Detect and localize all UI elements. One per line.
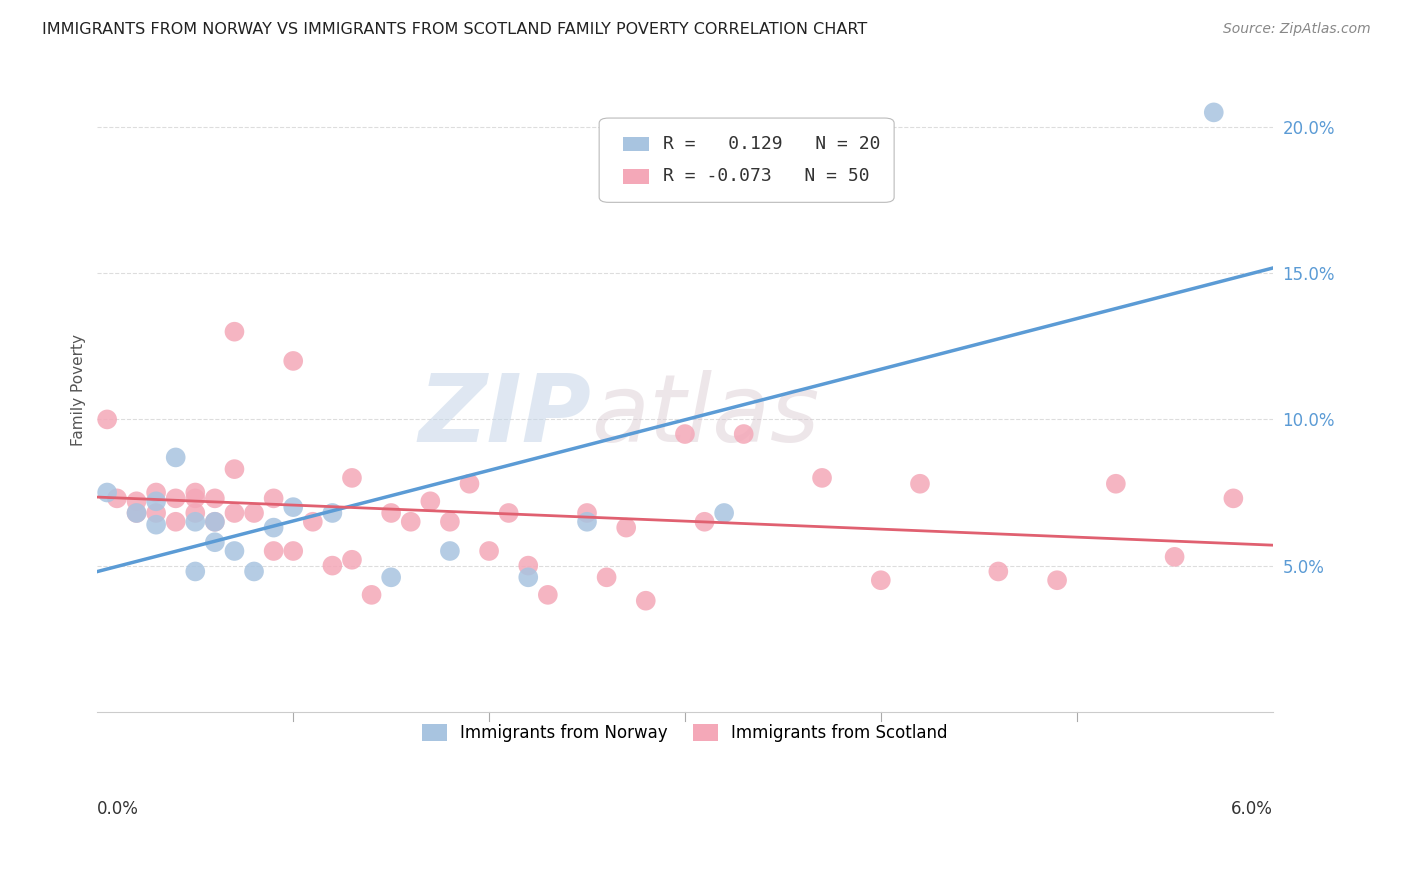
Point (517, 570, 540, 584)
Point (360, 588, 382, 602)
Point (145, 485, 167, 500)
Text: Source: ZipAtlas.com: Source: ZipAtlas.com (1223, 22, 1371, 37)
Point (204, 515, 226, 529)
Point (576, 506, 599, 520)
Point (184, 506, 207, 520)
Point (125, 506, 148, 520)
Point (224, 462, 246, 476)
Point (340, 553, 363, 567)
Text: atlas: atlas (591, 370, 820, 461)
Point (204, 535, 226, 549)
Point (478, 544, 501, 558)
Text: 0.0%: 0.0% (97, 799, 139, 818)
Point (165, 450, 187, 465)
Point (321, 506, 343, 520)
Point (204, 515, 226, 529)
Point (263, 544, 285, 558)
Point (96, 412, 118, 426)
Point (283, 500, 305, 515)
Point (165, 515, 187, 529)
Point (634, 593, 657, 607)
Text: R =   0.129   N = 20: R = 0.129 N = 20 (662, 135, 880, 153)
Text: R = -0.073   N = 50: R = -0.073 N = 50 (662, 168, 869, 186)
Point (1163, 549, 1185, 564)
Point (283, 544, 305, 558)
Point (243, 506, 266, 520)
Point (614, 520, 637, 534)
Point (184, 485, 207, 500)
Point (204, 491, 226, 506)
Point (811, 471, 834, 485)
Point (987, 565, 1010, 579)
Point (733, 427, 755, 442)
Point (576, 515, 599, 529)
Text: ZIP: ZIP (418, 370, 591, 462)
Point (145, 506, 167, 520)
Point (224, 325, 246, 339)
Point (399, 515, 422, 529)
Point (321, 558, 343, 573)
Point (184, 491, 207, 506)
Point (595, 570, 617, 584)
Point (184, 515, 207, 529)
Point (1222, 491, 1244, 506)
FancyBboxPatch shape (623, 169, 648, 184)
Point (184, 565, 207, 579)
Point (1046, 573, 1069, 587)
Legend: Immigrants from Norway, Immigrants from Scotland: Immigrants from Norway, Immigrants from … (415, 717, 955, 748)
Point (340, 471, 363, 485)
Text: IMMIGRANTS FROM NORWAY VS IMMIGRANTS FROM SCOTLAND FAMILY POVERTY CORRELATION CH: IMMIGRANTS FROM NORWAY VS IMMIGRANTS FRO… (42, 22, 868, 37)
FancyBboxPatch shape (623, 136, 648, 151)
Point (96, 485, 118, 500)
Point (458, 476, 481, 491)
Point (243, 565, 266, 579)
Point (224, 506, 246, 520)
Point (165, 491, 187, 506)
Point (145, 494, 167, 508)
FancyBboxPatch shape (599, 118, 894, 202)
Point (380, 570, 402, 584)
Point (439, 515, 461, 529)
Point (105, 491, 128, 506)
Point (125, 494, 148, 508)
Point (673, 427, 696, 442)
Point (713, 506, 735, 520)
Point (693, 515, 716, 529)
Point (537, 588, 560, 602)
Point (498, 506, 520, 520)
Text: 6.0%: 6.0% (1230, 799, 1272, 818)
Y-axis label: Family Poverty: Family Poverty (72, 334, 86, 446)
Point (908, 476, 931, 491)
Point (224, 544, 246, 558)
Point (1202, 105, 1225, 120)
Point (263, 520, 285, 534)
Point (439, 544, 461, 558)
Point (263, 491, 285, 506)
Point (517, 558, 540, 573)
Point (301, 515, 323, 529)
Point (145, 517, 167, 532)
Point (419, 494, 441, 508)
Point (283, 354, 305, 368)
Point (380, 506, 402, 520)
Point (1105, 476, 1128, 491)
Point (869, 573, 891, 587)
Point (125, 506, 148, 520)
